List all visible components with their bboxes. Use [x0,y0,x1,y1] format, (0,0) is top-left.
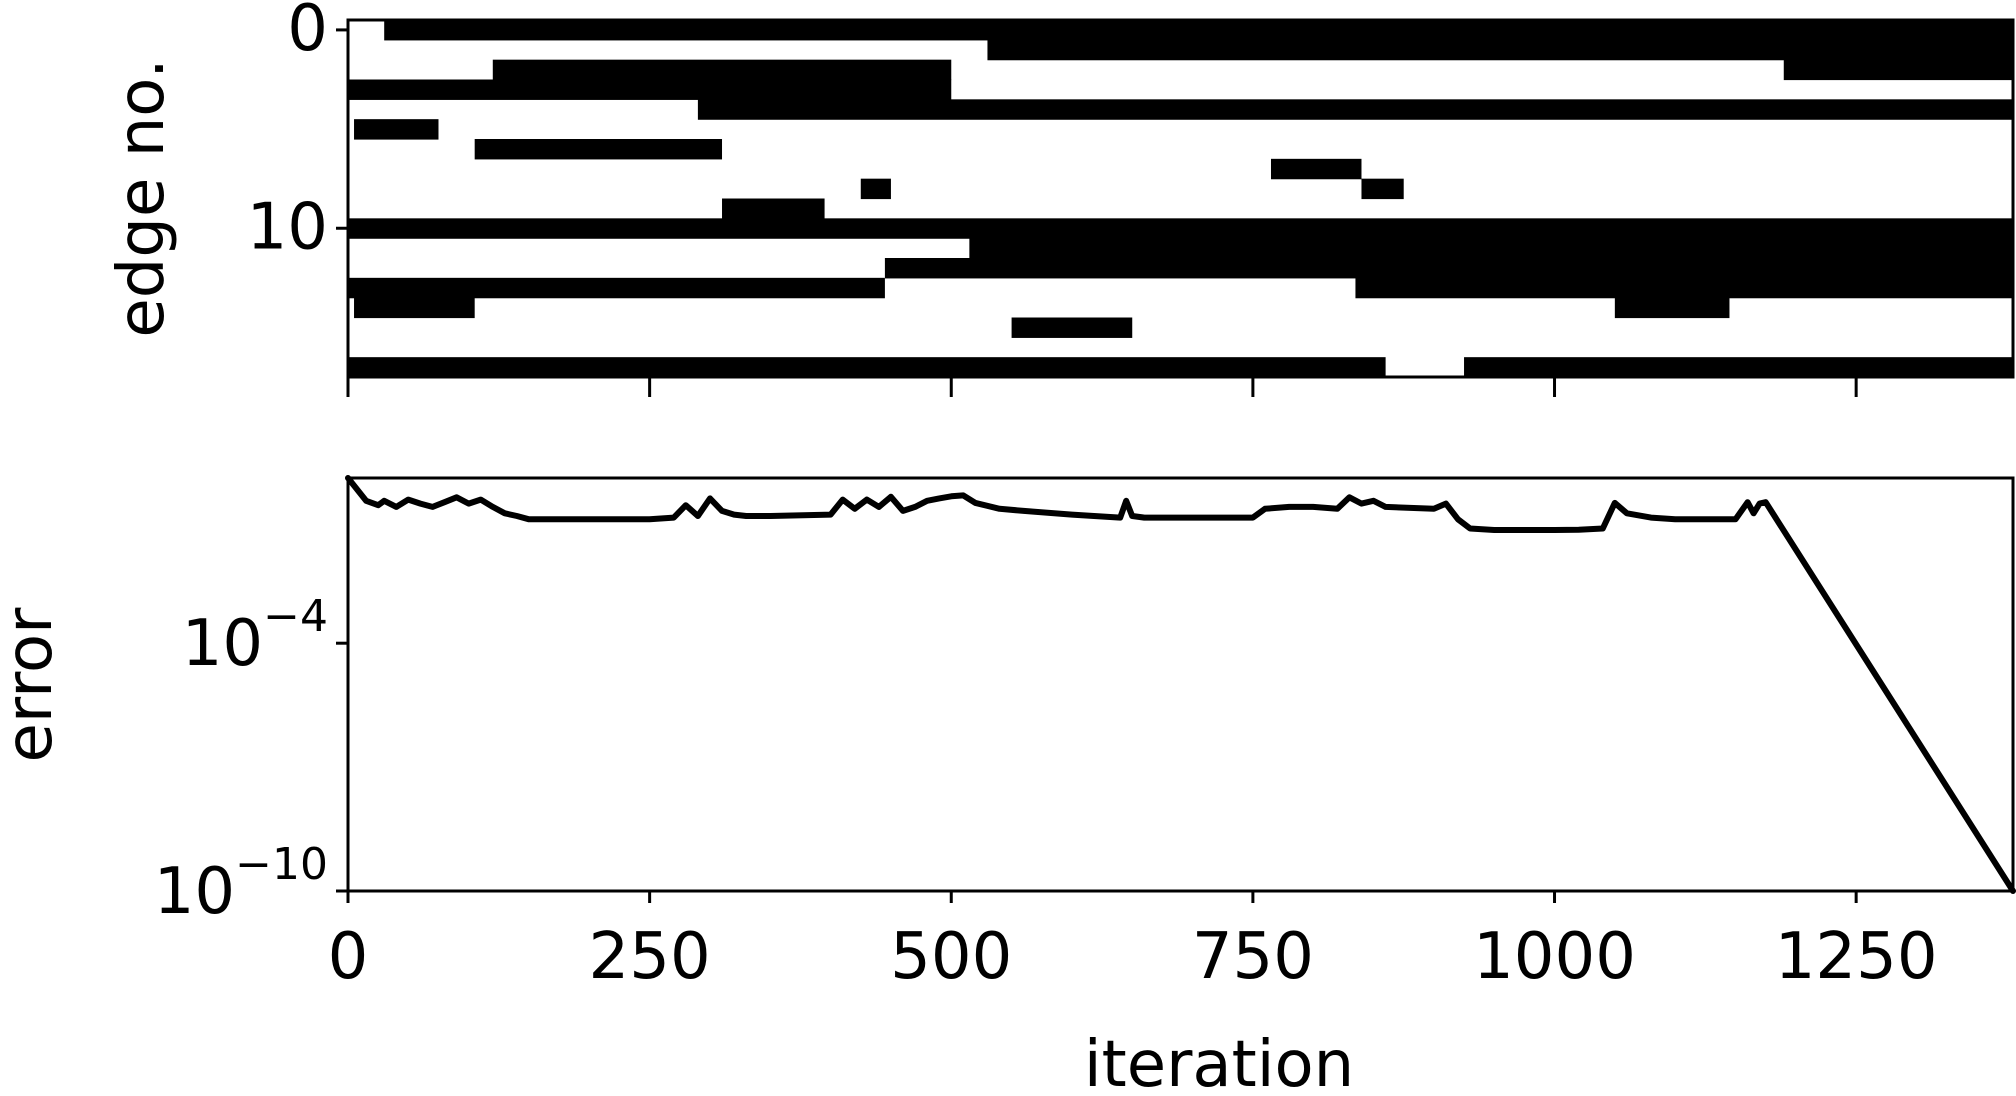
heatmap-cell-edge-17-1 [1464,357,2013,378]
line-xtick-label-500: 500 [890,920,1012,994]
heatmap-cell-edge-2-0 [492,59,952,81]
heatmap-cell-edge-3-0 [348,79,952,100]
heatmap-cell-edge-17-0 [348,357,1386,378]
heatmap-cell-edge-5-0 [354,119,439,140]
heatmap-cell-edge-9-0 [722,198,825,219]
heatmap-cell-edge-10-0 [348,218,2013,239]
heatmap-cell-edge-14-0 [354,297,475,319]
heatmap-frame [346,18,2015,379]
line-xtick-label-250: 250 [589,920,711,994]
heatmap-cell-edge-8-0 [860,178,891,200]
heatmap-cells [348,20,2014,378]
line-xlabel: iteration [1084,1028,1354,1096]
heatmap-cell-edge-7-0 [1270,158,1362,180]
heatmap-cell-edge-13-1 [1355,277,2013,299]
heatmap-cell-edge-14-1 [1614,297,1730,319]
heatmap-ytick-label-0: 0 [287,0,328,66]
heatmap-panel: 0 10 edge no. [105,0,2015,397]
heatmap-cell-edge-8-1 [1361,178,1404,200]
line-panel: 0 250 500 750 1000 1250 10−410−10 iteration e… [0,475,2016,1096]
heatmap-cell-edge-1-0 [987,39,2013,61]
heatmap-cell-edge-0-0 [384,20,2013,41]
heatmap-cell-edge-12-0 [884,258,2014,279]
heatmap-ytick-label-10: 10 [247,190,328,264]
heatmap-cell-edge-15-0 [1011,317,1133,338]
heatmap-cell-edge-13-0 [348,277,885,299]
line-xticks: 0 250 500 750 1000 1250 [328,891,1938,994]
heatmap-cell-edge-2-1 [1783,59,2013,81]
line-xtick-label-1000: 1000 [1473,920,1636,994]
heatmap-yticks: 0 10 [247,0,348,264]
heatmap-cell-edge-11-0 [969,238,2014,259]
line-xtick-label-1250: 1250 [1775,920,1938,994]
heatmap-cell-edge-4-0 [697,99,2013,120]
line-ytick-exponent-0: −4 [263,591,328,642]
heatmap-cell-edge-6-0 [474,139,723,160]
line-xtick-label-0: 0 [328,920,369,994]
line-ytick-exponent-1: −10 [235,839,328,890]
heatmap-ylabel: edge no. [105,58,179,337]
error-series-line [345,475,2016,894]
line-xtick-label-750: 750 [1192,920,1314,994]
heatmap-xticks [346,377,1858,397]
line-ylabel: error [0,607,67,763]
line-frame [346,476,2015,893]
